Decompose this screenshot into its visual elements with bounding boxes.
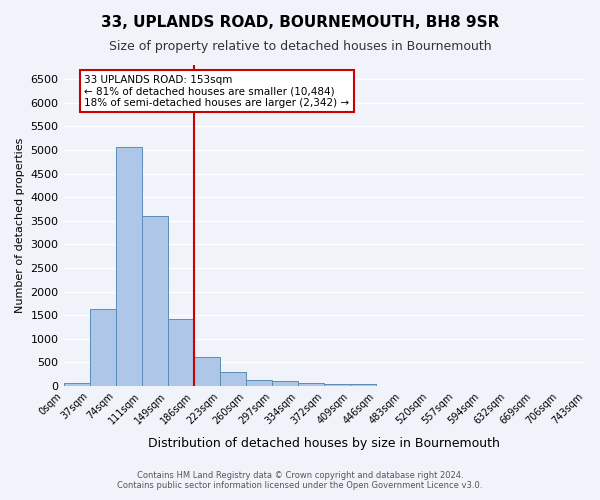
Bar — [116, 147, 142, 386]
Bar — [272, 382, 298, 386]
Text: 33 UPLANDS ROAD: 153sqm
← 81% of detached houses are smaller (10,484)
18% of sem: 33 UPLANDS ROAD: 153sqm ← 81% of detache… — [85, 74, 350, 108]
Bar — [89, 308, 116, 386]
X-axis label: Distribution of detached houses by size in Bournemouth: Distribution of detached houses by size … — [148, 437, 500, 450]
Y-axis label: Number of detached properties: Number of detached properties — [15, 138, 25, 313]
Text: 33, UPLANDS ROAD, BOURNEMOUTH, BH8 9SR: 33, UPLANDS ROAD, BOURNEMOUTH, BH8 9SR — [101, 15, 499, 30]
Bar — [324, 384, 350, 386]
Bar — [168, 320, 194, 386]
Bar — [194, 357, 220, 386]
Bar — [220, 372, 246, 386]
Bar — [246, 380, 272, 386]
Bar — [64, 383, 89, 386]
Text: Size of property relative to detached houses in Bournemouth: Size of property relative to detached ho… — [109, 40, 491, 53]
Bar — [298, 382, 324, 386]
Bar — [350, 384, 376, 386]
Text: Contains HM Land Registry data © Crown copyright and database right 2024.
Contai: Contains HM Land Registry data © Crown c… — [118, 470, 482, 490]
Bar — [142, 216, 168, 386]
